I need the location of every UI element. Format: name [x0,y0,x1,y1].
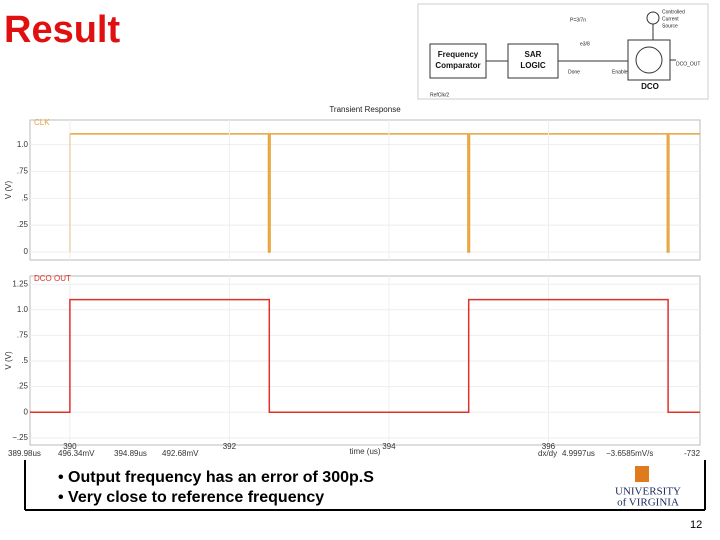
dco-box [627,39,671,81]
cursor-readout: dx/dy [538,449,557,458]
waveform [30,298,700,413]
chart-title: Transient Response [329,105,401,114]
slide-title: Result [4,9,120,51]
bullet-text: Output frequency has an error of 300p.S [68,469,374,486]
output-label: DCO_OUT [676,61,700,67]
source-label: Current [662,16,679,22]
y-tick-label: .25 [17,382,29,391]
dco-label: DCO [641,82,659,91]
x-axis-label: time (us) [349,447,380,456]
sar-label: SAR [525,50,542,59]
bullet: • Output frequency has an error of 300p.… [58,469,374,486]
comparator-box [429,43,487,79]
bullet-text: Very close to reference frequency [68,489,324,506]
x-tick-label: 396 [542,442,556,451]
comparator-label: Comparator [435,61,480,70]
source-label: Controlled [662,9,685,15]
y-tick-label: .5 [21,193,28,202]
plot-frame [29,275,701,446]
diagram-note: Enable [612,69,628,75]
block-diagram: Frequency Comparator SAR LOGIC DCO Contr… [417,3,709,100]
y-tick-label: .75 [17,167,29,176]
logo-mark [635,466,649,482]
logo-text: UNIVERSITY [615,486,681,498]
source-label: Source [662,23,678,29]
y-tick-label: −.25 [12,433,28,442]
cursor-readout: 394.89us [114,449,147,458]
legend-label: CLK [34,118,50,127]
diagram-note: e3/8 [580,41,590,47]
y-tick-label: .25 [17,220,29,229]
y-tick-label: 1.25 [12,279,28,288]
x-tick-label: 392 [223,442,237,451]
diagram-note: Done [568,69,580,75]
y-tick-label: .5 [21,356,28,365]
cursor-readout: −3.6585mV/s [606,449,653,458]
y-tick-label: .75 [17,331,29,340]
legend-label: DCO OUT [34,274,71,283]
diagram-note: P=3/7n [570,17,586,23]
waveform [69,133,700,253]
sar-label: LOGIC [520,61,546,70]
x-tick-label: 394 [382,442,396,451]
cursor-readout: 496.34mV [58,449,95,458]
comparator-label: Frequency [438,50,479,59]
logo-text: of VIRGINIA [617,497,679,509]
diagram-note: RefClk/2 [430,92,449,98]
page-number: 12 [690,519,702,531]
diagram-wires [486,24,676,62]
cursor-readout: 4.9997us [562,449,595,458]
plot-frame [29,119,701,261]
y-axis-label: V (V) [4,351,13,370]
y-axis-label: V (V) [4,181,13,200]
cursor-readout: 389.98us [8,449,41,458]
dco-symbol [635,46,663,74]
x-tick-label: 390 [63,442,77,451]
sar-box [507,43,559,79]
y-tick-label: 0 [24,247,29,256]
cursor-readout: -732 [684,449,701,458]
y-tick-label: 1.0 [17,305,29,314]
y-tick-label: 1.0 [17,140,29,149]
bullet: • Very close to reference frequency [58,489,324,506]
cursor-readout: 492.68mV [162,449,199,458]
y-tick-label: 0 [24,407,29,416]
